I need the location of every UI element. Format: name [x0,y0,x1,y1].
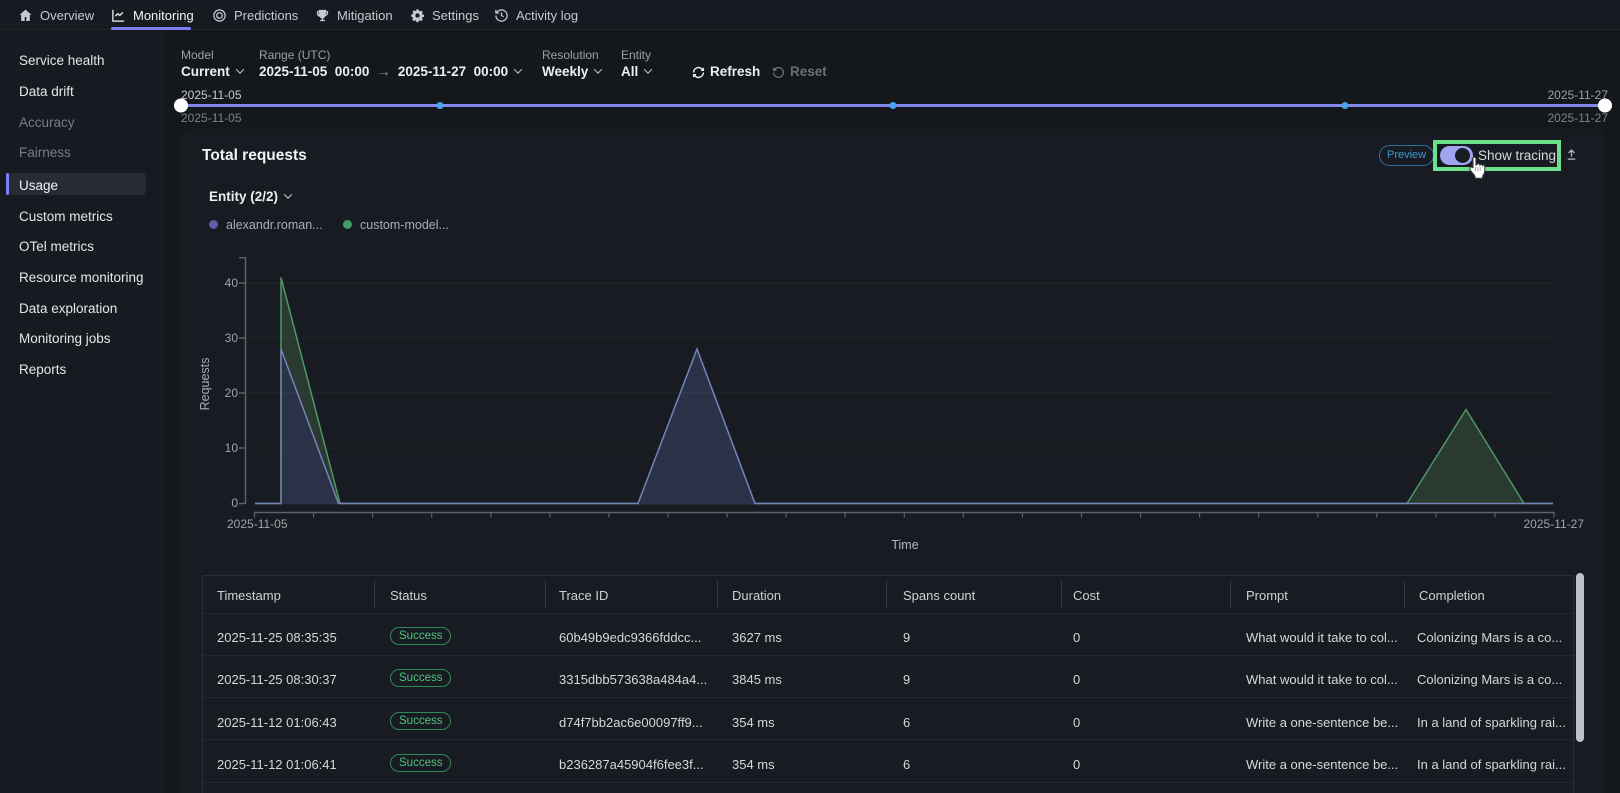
svg-text:2025-11-05: 2025-11-05 [227,517,288,531]
svg-text:20: 20 [225,386,239,400]
svg-text:2025-11-27: 2025-11-27 [1524,517,1585,531]
svg-text:Time: Time [891,538,918,552]
svg-text:Requests: Requests [198,358,212,411]
svg-text:40: 40 [225,276,239,290]
svg-text:10: 10 [225,441,239,455]
svg-text:0: 0 [231,496,238,510]
svg-text:30: 30 [225,331,239,345]
